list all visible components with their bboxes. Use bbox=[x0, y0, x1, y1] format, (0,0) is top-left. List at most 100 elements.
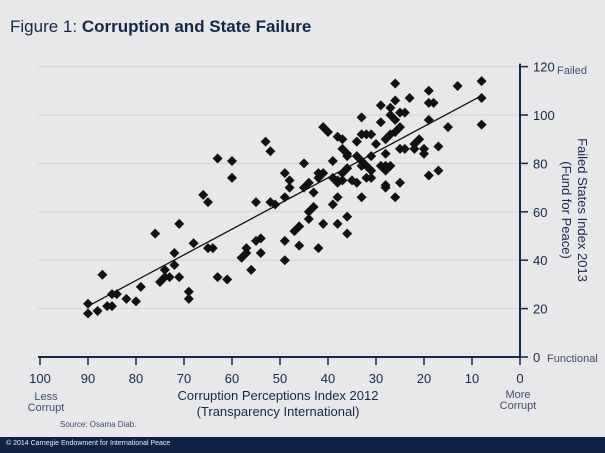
data-point bbox=[255, 247, 266, 258]
data-point bbox=[433, 165, 444, 176]
data-point bbox=[308, 187, 319, 198]
data-point bbox=[399, 107, 410, 118]
data-point bbox=[279, 168, 290, 179]
y-end-label-bottom: Functional bbox=[547, 353, 598, 365]
data-point bbox=[313, 172, 324, 183]
data-point bbox=[366, 172, 377, 183]
data-point bbox=[279, 235, 290, 246]
data-point bbox=[313, 243, 324, 254]
footer-bar: © 2014 Carnegie Endowment for Internatio… bbox=[0, 437, 605, 453]
x-tick-label: 60 bbox=[225, 371, 239, 386]
data-point bbox=[265, 146, 276, 157]
data-point bbox=[159, 264, 170, 275]
y-axis-title-2: (Fund for Peace) bbox=[559, 161, 574, 259]
data-point bbox=[318, 122, 329, 133]
data-point bbox=[222, 274, 233, 285]
data-point bbox=[423, 170, 434, 181]
data-point bbox=[452, 80, 463, 91]
data-point bbox=[433, 141, 444, 152]
data-point bbox=[476, 76, 487, 87]
axis-labels: Less Corrupt More Corrupt Corruption Per… bbox=[28, 65, 598, 419]
data-point bbox=[395, 177, 405, 188]
x-end-label-left-1: Less bbox=[34, 391, 58, 403]
data-point bbox=[423, 114, 434, 125]
data-point bbox=[83, 308, 93, 319]
data-point bbox=[390, 192, 401, 203]
data-point bbox=[380, 165, 391, 176]
data-point bbox=[303, 214, 314, 225]
data-point bbox=[390, 95, 401, 106]
data-point bbox=[380, 134, 391, 145]
data-point bbox=[303, 177, 314, 188]
data-point bbox=[380, 182, 391, 193]
data-point bbox=[366, 129, 377, 140]
y-tick-label: 0 bbox=[533, 350, 540, 365]
data-point bbox=[131, 296, 141, 307]
data-point bbox=[164, 272, 175, 283]
data-point bbox=[419, 148, 429, 159]
data-point bbox=[356, 112, 367, 123]
data-point bbox=[380, 148, 391, 159]
data-point bbox=[150, 228, 161, 239]
gridlines bbox=[38, 66, 520, 310]
source-note: Source: Osama Diab. bbox=[60, 420, 137, 429]
y-tick-label: 60 bbox=[533, 205, 547, 220]
data-point bbox=[251, 197, 261, 208]
x-axis-title-2: (Transparency International) bbox=[197, 404, 360, 419]
data-point bbox=[375, 117, 386, 128]
data-point bbox=[107, 301, 117, 312]
data-point bbox=[135, 281, 146, 292]
y-tick-label: 40 bbox=[533, 253, 547, 268]
data-point bbox=[294, 240, 305, 251]
data-point bbox=[227, 155, 237, 166]
data-point bbox=[404, 93, 415, 104]
data-point bbox=[169, 247, 180, 258]
y-tick-label: 100 bbox=[533, 108, 555, 123]
x-axis-title-1: Corruption Perceptions Index 2012 bbox=[178, 388, 379, 403]
x-tick-label: 0 bbox=[516, 371, 523, 386]
data-point bbox=[284, 182, 295, 193]
data-point bbox=[423, 85, 434, 96]
data-point bbox=[174, 218, 185, 229]
x-end-label-right-1: More bbox=[505, 389, 530, 401]
data-point bbox=[332, 218, 343, 229]
data-point bbox=[92, 306, 103, 317]
data-point bbox=[390, 114, 401, 125]
y-tick-label: 80 bbox=[533, 156, 547, 171]
data-point bbox=[241, 247, 252, 258]
data-point bbox=[83, 298, 93, 309]
copyright-text: © 2014 Carnegie Endowment for Internatio… bbox=[6, 440, 171, 447]
data-point bbox=[299, 158, 309, 169]
data-point bbox=[212, 153, 223, 164]
data-point bbox=[443, 122, 453, 133]
data-point bbox=[337, 168, 348, 179]
data-point bbox=[395, 122, 405, 133]
data-point bbox=[366, 151, 377, 162]
data-point bbox=[284, 175, 295, 186]
data-point bbox=[212, 272, 223, 283]
data-point bbox=[279, 192, 290, 203]
data-point bbox=[183, 286, 194, 297]
x-tick-label: 40 bbox=[321, 371, 335, 386]
data-point bbox=[323, 126, 333, 137]
data-point bbox=[188, 238, 199, 249]
data-point bbox=[227, 172, 237, 183]
x-tick-label: 100 bbox=[29, 371, 51, 386]
data-point bbox=[476, 93, 487, 104]
x-end-label-right-2: Corrupt bbox=[500, 400, 537, 412]
data-point bbox=[356, 192, 367, 203]
data-point bbox=[169, 260, 180, 271]
data-point bbox=[207, 243, 218, 254]
data-point bbox=[371, 139, 381, 150]
data-point bbox=[351, 177, 362, 188]
data-point bbox=[303, 206, 314, 217]
chart-title: Corruption and State Failure bbox=[81, 17, 312, 36]
data-point bbox=[390, 78, 401, 89]
data-points bbox=[83, 76, 487, 319]
x-tick-label: 20 bbox=[417, 371, 431, 386]
data-point bbox=[270, 199, 281, 210]
figure-number: Figure 1: bbox=[10, 17, 82, 36]
y-tick-label: 120 bbox=[533, 60, 555, 75]
data-point bbox=[399, 143, 410, 154]
x-tick-label: 70 bbox=[177, 371, 191, 386]
